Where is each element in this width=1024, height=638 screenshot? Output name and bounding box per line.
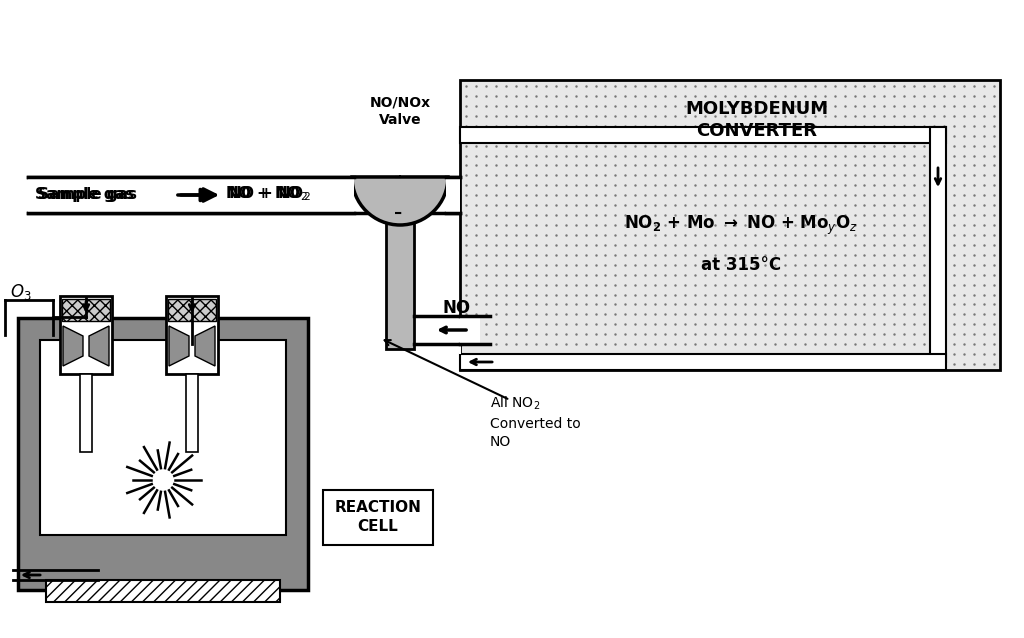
Text: $O_3$: $O_3$	[10, 282, 32, 302]
Text: NO/NOx
Valve: NO/NOx Valve	[370, 95, 430, 127]
Bar	[460, 127, 946, 143]
Bar	[446, 177, 460, 213]
Bar	[414, 316, 460, 344]
Bar	[930, 127, 946, 362]
Bar	[323, 490, 433, 545]
Text: Sample gas: Sample gas	[38, 186, 137, 202]
Text: REACTION
CELL: REACTION CELL	[335, 500, 422, 534]
Text: NO: NO	[443, 299, 471, 317]
Polygon shape	[63, 326, 83, 366]
Bar	[40, 340, 286, 535]
Text: NO + NO$_2$: NO + NO$_2$	[225, 184, 307, 204]
Text: MOLYBDENUM
CONVERTER: MOLYBDENUM CONVERTER	[685, 100, 828, 140]
Polygon shape	[169, 326, 189, 366]
Bar	[460, 354, 946, 370]
Bar	[80, 374, 92, 452]
Polygon shape	[195, 326, 215, 366]
Bar	[46, 580, 280, 602]
Text: Sample gas: Sample gas	[35, 186, 134, 202]
Bar	[168, 299, 216, 321]
Wedge shape	[352, 177, 449, 225]
Bar	[28, 177, 354, 213]
Bar	[166, 296, 218, 374]
Bar	[460, 80, 1000, 370]
Bar	[62, 299, 110, 321]
Bar	[459, 332, 461, 354]
Bar	[460, 316, 480, 344]
Text: NO + NO$_2$: NO + NO$_2$	[228, 184, 310, 204]
Bar	[28, 177, 460, 213]
Text: at 315°C: at 315°C	[700, 256, 781, 274]
Text: $\mathbf{NO_2}$ + Mo $\mathbf{\rightarrow}$ NO + Mo$_y$O$_z$: $\mathbf{NO_2}$ + Mo $\mathbf{\rightarro…	[624, 213, 858, 237]
Bar	[60, 296, 112, 374]
Bar	[18, 318, 308, 590]
Text: All NO$_2$
Converted to
NO: All NO$_2$ Converted to NO	[490, 395, 581, 449]
Bar	[386, 213, 414, 349]
Polygon shape	[89, 326, 109, 366]
Bar	[186, 374, 198, 452]
